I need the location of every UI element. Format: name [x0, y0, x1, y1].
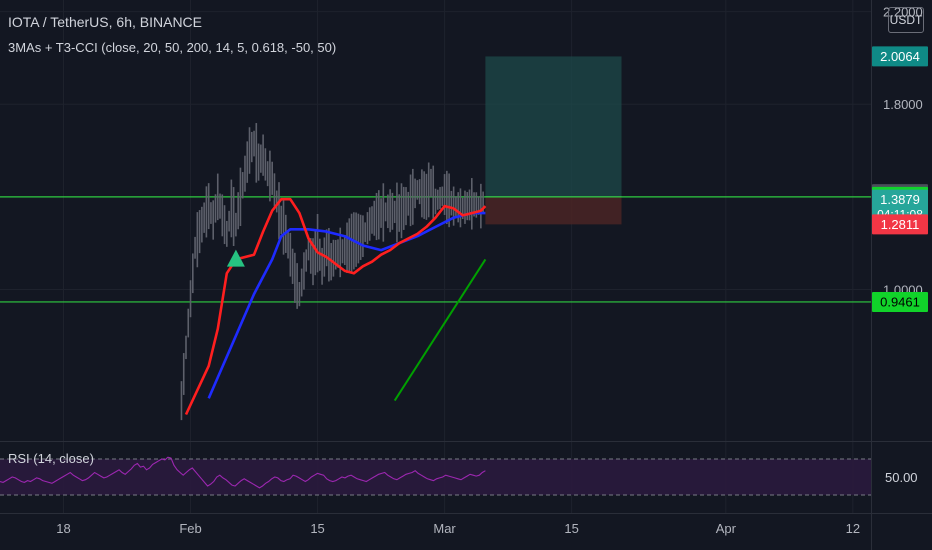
y-tick-label: 1.8000	[883, 97, 923, 112]
ma-slow-line	[207, 211, 486, 399]
x-tick-label: Feb	[179, 521, 201, 536]
rsi-band	[0, 459, 871, 495]
stop-zone	[485, 196, 622, 225]
y-tick-label: 2.2000	[883, 5, 923, 20]
rsi-pane	[0, 456, 871, 496]
price-tag-target	[872, 46, 928, 67]
pane-divider[interactable]	[0, 441, 932, 442]
price-tag-label: 1.3879	[880, 192, 920, 207]
price-axis-divider	[871, 0, 872, 550]
x-tick-label: 12	[846, 521, 860, 536]
x-tick-label: 15	[310, 521, 324, 536]
buy-signal-arrow-icon	[226, 249, 245, 267]
x-tick-label: 18	[56, 521, 70, 536]
rsi-legend[interactable]: RSI (14, close)	[8, 451, 94, 466]
trend-line	[393, 258, 487, 402]
rsi-line	[0, 456, 486, 489]
x-tick-label: Mar	[433, 521, 456, 536]
price-tag-label: 0.9461	[880, 294, 920, 309]
moving-average-lines	[184, 197, 487, 416]
ma-fast-line	[184, 197, 487, 416]
x-tick-label: Apr	[716, 521, 737, 536]
time-axis-divider	[0, 513, 932, 514]
currency-button[interactable]: USDT	[888, 7, 924, 33]
price-tag-label: 1.2811	[881, 217, 920, 232]
position-zones	[485, 56, 622, 225]
target-zone	[485, 56, 622, 197]
rsi-axis-label: 50.00	[885, 470, 918, 485]
chart-grid	[0, 0, 871, 513]
indicator-legend[interactable]: 3MAs + T3-CCI (close, 20, 50, 200, 14, 5…	[8, 40, 337, 55]
price-tag-label: 2.0064	[880, 49, 920, 64]
price-axis[interactable]: 2.20001.80001.000050.002.00641.41201.400…	[872, 5, 928, 485]
price-tag-level	[872, 291, 928, 312]
time-axis[interactable]: 18 Feb 15 Mar 15 Apr 12	[56, 521, 860, 536]
price-tag-stop	[872, 214, 928, 235]
x-tick-label: 15	[564, 521, 578, 536]
symbol-title[interactable]: IOTA / TetherUS, 6h, BINANCE	[8, 14, 202, 30]
